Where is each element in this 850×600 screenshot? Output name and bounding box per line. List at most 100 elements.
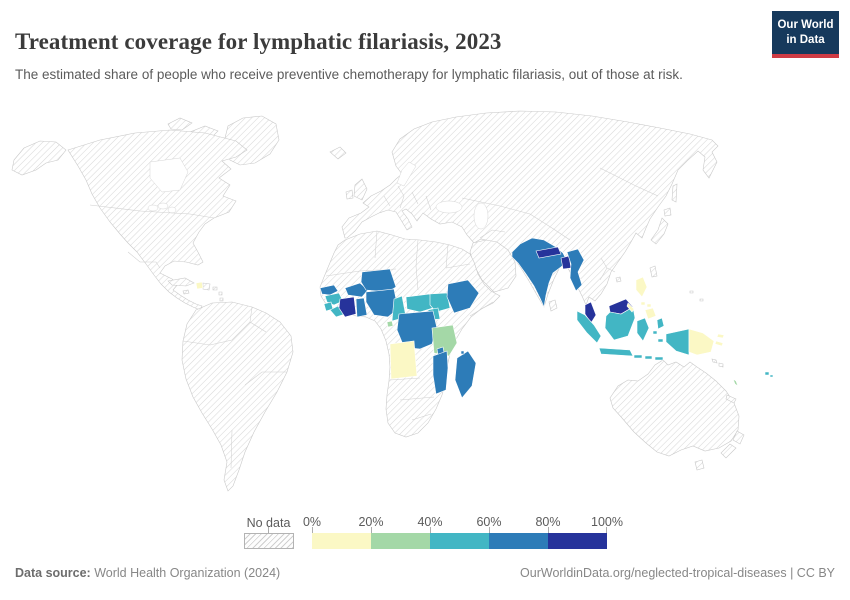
landmass-cuba xyxy=(167,277,195,287)
data-source-label: Data source: xyxy=(15,566,91,580)
country-burkina-faso[interactable] xyxy=(344,282,369,298)
country-indonesia-maluku[interactable] xyxy=(657,338,664,343)
legend-tick-mark xyxy=(489,527,490,533)
legend-seg-0-20[interactable] xyxy=(312,533,371,549)
baltic-sea xyxy=(396,161,417,187)
landmass-caribbean xyxy=(212,286,218,291)
country-papua-new-guinea-islands[interactable] xyxy=(714,340,724,347)
legend-seg-60-80[interactable] xyxy=(489,533,548,549)
landmass-alaska xyxy=(11,140,67,176)
landmass-new-zealand xyxy=(732,430,745,445)
country-south-sudan[interactable] xyxy=(429,292,451,313)
country-ghana[interactable] xyxy=(355,297,368,318)
legend-tick-40: 40% xyxy=(417,515,443,529)
country-cote-divoire[interactable] xyxy=(338,296,357,318)
country-madagascar[interactable] xyxy=(454,350,477,399)
owid-logo[interactable]: Our World in Data xyxy=(772,11,839,58)
country-indonesia-sulawesi[interactable] xyxy=(636,317,650,342)
country-tanzania[interactable] xyxy=(431,324,458,357)
country-nepal[interactable] xyxy=(535,246,562,259)
legend-tick-80: 80% xyxy=(535,515,561,529)
country-ethiopia[interactable] xyxy=(446,279,480,314)
legend-seg-80-100[interactable] xyxy=(548,533,607,549)
landmass-australia xyxy=(609,359,740,457)
landmass-micronesia xyxy=(699,298,704,302)
country-equatorial-guinea[interactable] xyxy=(386,320,394,328)
data-source-value: World Health Organization (2024) xyxy=(90,566,281,580)
country-comoros[interactable] xyxy=(460,350,465,355)
country-indonesia-maluku[interactable] xyxy=(652,330,658,335)
country-fiji[interactable] xyxy=(769,374,774,378)
landmass-caribbean xyxy=(182,289,190,295)
landmass-caribbean xyxy=(202,282,211,291)
country-central-african-republic[interactable] xyxy=(405,293,437,313)
country-guinea[interactable] xyxy=(324,292,344,306)
country-philippines-luzon[interactable] xyxy=(635,276,648,298)
country-philippines-visayas[interactable] xyxy=(646,303,652,308)
country-indonesia-lesser-sunda[interactable] xyxy=(644,355,653,360)
legend-color-bar[interactable] xyxy=(312,533,607,549)
landmass-caribbean xyxy=(219,297,224,302)
landmass-hainan xyxy=(615,276,622,283)
legend-tick-mark xyxy=(371,527,372,533)
owid-logo-line2: in Data xyxy=(786,33,825,46)
legend-seg-20-40[interactable] xyxy=(371,533,430,549)
caspian-sea xyxy=(473,202,489,230)
legend-tick-mark xyxy=(312,527,313,533)
landmass-japan xyxy=(650,217,669,245)
country-papua-new-guinea-islands[interactable] xyxy=(716,333,725,339)
world-choropleth-map[interactable] xyxy=(0,100,850,510)
great-lakes xyxy=(157,202,169,210)
chart-subtitle: The estimated share of people who receiv… xyxy=(15,66,683,82)
country-philippines-visayas[interactable] xyxy=(640,301,646,306)
landmass-solomon-islands xyxy=(718,362,724,368)
country-drc[interactable] xyxy=(396,310,438,350)
landmass-ireland xyxy=(345,189,354,200)
country-angola[interactable] xyxy=(389,340,418,380)
country-philippines-palawan[interactable] xyxy=(626,302,635,313)
data-source-line: Data source: World Health Organization (… xyxy=(15,566,280,580)
landmass-tasmania xyxy=(694,459,705,471)
landmass-eurasia xyxy=(341,110,719,308)
country-timor-leste[interactable] xyxy=(654,356,664,361)
landmass-solomon-islands xyxy=(711,358,718,364)
country-indonesia-lesser-sunda[interactable] xyxy=(633,354,643,359)
country-papua-new-guinea[interactable] xyxy=(688,328,715,356)
credit-line[interactable]: OurWorldinData.org/neglected-tropical-di… xyxy=(520,566,835,580)
legend-tick-0: 0% xyxy=(302,515,322,529)
country-indonesia-kalimantan[interactable] xyxy=(604,306,636,341)
legend-tick-20: 20% xyxy=(358,515,384,529)
country-fiji[interactable] xyxy=(764,371,770,376)
landmass-south-america xyxy=(181,301,294,492)
landmass-new-caledonia xyxy=(725,394,737,404)
country-indonesia-java[interactable] xyxy=(598,347,634,357)
landmass-new-zealand xyxy=(720,443,737,459)
landmass-britain xyxy=(353,178,368,201)
country-vanuatu[interactable] xyxy=(732,378,739,387)
landmass-sakhalin xyxy=(671,183,678,203)
black-sea xyxy=(435,200,463,214)
country-mozambique[interactable] xyxy=(432,350,449,395)
country-nigeria[interactable] xyxy=(365,288,399,318)
landmass-japan xyxy=(663,207,672,217)
country-indonesia-halmahera[interactable] xyxy=(656,317,665,330)
country-myanmar[interactable] xyxy=(566,248,585,292)
legend-no-data-swatch[interactable] xyxy=(244,533,294,549)
data-countries xyxy=(195,237,774,399)
landmass-arctic-islands xyxy=(167,117,193,131)
legend-seg-40-60[interactable] xyxy=(430,533,489,549)
chart-footer: Data source: World Health Organization (… xyxy=(15,566,835,580)
landmass-sri-lanka xyxy=(548,299,558,312)
landmass-taiwan xyxy=(649,265,658,278)
country-indonesia-papua[interactable] xyxy=(665,328,690,356)
country-philippines-mindanao[interactable] xyxy=(644,307,657,320)
legend-tick-mark xyxy=(548,527,549,533)
country-haiti[interactable] xyxy=(195,281,204,290)
landmass-micronesia xyxy=(689,290,694,294)
great-lakes xyxy=(167,206,177,214)
owid-logo-line1: Our World xyxy=(777,19,834,31)
country-niger[interactable] xyxy=(360,268,397,293)
country-indonesia-sumatra[interactable] xyxy=(576,310,602,344)
country-senegal[interactable] xyxy=(319,284,339,296)
